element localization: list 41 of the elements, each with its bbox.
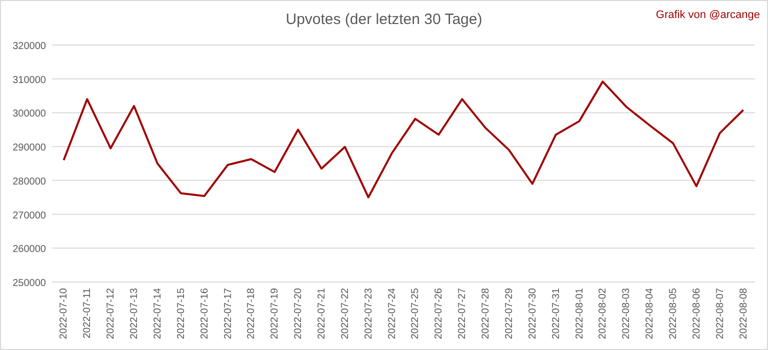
x-tick-label: 2022-07-30 (527, 288, 538, 340)
x-tick-label: 2022-07-18 (246, 288, 258, 340)
x-tick-label: 2022-07-15 (176, 288, 187, 340)
x-tick-label: 2022-08-08 (738, 288, 750, 340)
y-tick-label: 280000 (12, 176, 46, 188)
x-tick-label: 2022-07-23 (363, 288, 374, 340)
chart-title: Upvotes (der letzten 30 Tage) (286, 11, 482, 28)
x-tick-label: 2022-07-11 (82, 288, 94, 338)
x-tick-label: 2022-07-12 (106, 288, 117, 340)
x-tick-label: 2022-08-05 (668, 288, 679, 340)
y-tick-label: 290000 (12, 142, 46, 154)
x-tick-label: 2022-07-16 (199, 288, 210, 340)
x-tick-label: 2022-08-07 (714, 288, 726, 340)
y-tick-label: 320000 (12, 41, 46, 52)
x-tick-label: 2022-07-28 (480, 288, 492, 340)
line-series (62, 80, 744, 198)
text: Grafik von @arcange (656, 9, 760, 21)
y-tick-label: 300000 (12, 108, 46, 120)
x-tick-label: 2022-07-20 (293, 288, 304, 340)
x-tick-label: 2022-08-02 (598, 288, 609, 340)
y-tick-label: 250000 (12, 278, 46, 289)
x-tick-label: 2022-08-06 (691, 288, 702, 340)
x-tick-label: 2022-07-24 (386, 288, 398, 340)
x-tick-label: 2022-07-29 (504, 288, 515, 340)
x-tick-label: 2022-07-13 (129, 288, 140, 340)
y-tick-label: 260000 (12, 244, 46, 256)
x-tick-label: 2022-07-31 (550, 288, 562, 340)
x-tick-label: 2022-07-21 (316, 288, 328, 340)
x-tick-label: 2022-07-14 (152, 288, 164, 340)
x-tick-label: 2022-07-22 (340, 288, 351, 340)
x-tick-label: 2022-07-17 (222, 288, 234, 340)
y-tick-label: 270000 (12, 210, 46, 222)
x-tick-label: 2022-07-19 (270, 288, 281, 340)
x-tick-label: 2022-07-10 (58, 288, 70, 340)
x-tick-label: 2022-08-03 (621, 288, 632, 340)
x-tick-label: 2022-08-01 (574, 288, 586, 340)
x-tick-label: 2022-07-25 (410, 288, 422, 340)
x-tick-label: 2022-08-04 (644, 288, 656, 340)
x-tick-label: 2022-07-27 (457, 288, 468, 340)
y-tick-label: 310000 (12, 74, 46, 86)
x-tick-label: 2022-07-26 (434, 288, 445, 340)
